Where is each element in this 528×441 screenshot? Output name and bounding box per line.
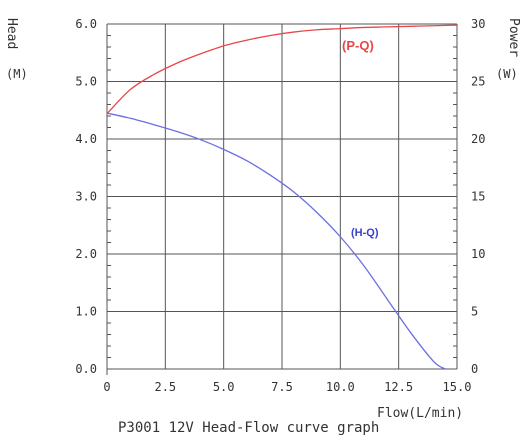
x-tick-label: 10.0 — [326, 380, 355, 394]
left-axis-unit: (M) — [6, 67, 28, 81]
y-right-tick-label: 15 — [471, 190, 485, 204]
x-tick-label: 2.5 — [154, 380, 176, 394]
y-left-tick-label: 5.0 — [75, 75, 97, 89]
right-axis-title: Power — [506, 18, 521, 57]
tick-layer: 0 2.5 5.0 7.5 10.0 12.5 15.0 0.0 1.0 2.0 3.0 4.0 5.0… — [75, 17, 485, 394]
y-right-tick-label: 20 — [471, 132, 485, 146]
grid-layer — [106, 23, 458, 375]
y-right-tick-label: 5 — [471, 305, 478, 319]
series-label-hq: (H-Q) — [351, 227, 379, 239]
x-axis-title: Flow(L/min) — [377, 406, 463, 421]
left-axis-title: Head — [4, 18, 19, 49]
right-axis-unit: (W) — [496, 67, 518, 81]
hq-series-line — [106, 112, 446, 370]
y-right-tick-label: 10 — [471, 247, 485, 261]
chart-title: P3001 12V Head-Flow curve graph — [118, 420, 379, 436]
pq-series-line — [106, 24, 458, 115]
x-tick-label: 15.0 — [443, 380, 472, 394]
series-label-pq: (P-Q) — [342, 38, 374, 53]
y-left-tick-label: 0.0 — [75, 362, 97, 376]
y-right-tick-label: 30 — [471, 17, 485, 31]
y-left-tick-label: 1.0 — [75, 305, 97, 319]
y-left-tick-label: 2.0 — [75, 247, 97, 261]
x-tick-label: 5.0 — [213, 380, 235, 394]
x-tick-label: 12.5 — [384, 380, 413, 394]
x-tick-label: 0 — [103, 380, 110, 394]
y-left-tick-label: 3.0 — [75, 190, 97, 204]
y-left-tick-label: 6.0 — [75, 17, 97, 31]
series-layer — [106, 24, 458, 370]
x-tick-label: 7.5 — [271, 380, 293, 394]
y-right-tick-label: 25 — [471, 75, 485, 89]
y-right-tick-label: 0 — [471, 362, 478, 376]
y-left-tick-label: 4.0 — [75, 132, 97, 146]
